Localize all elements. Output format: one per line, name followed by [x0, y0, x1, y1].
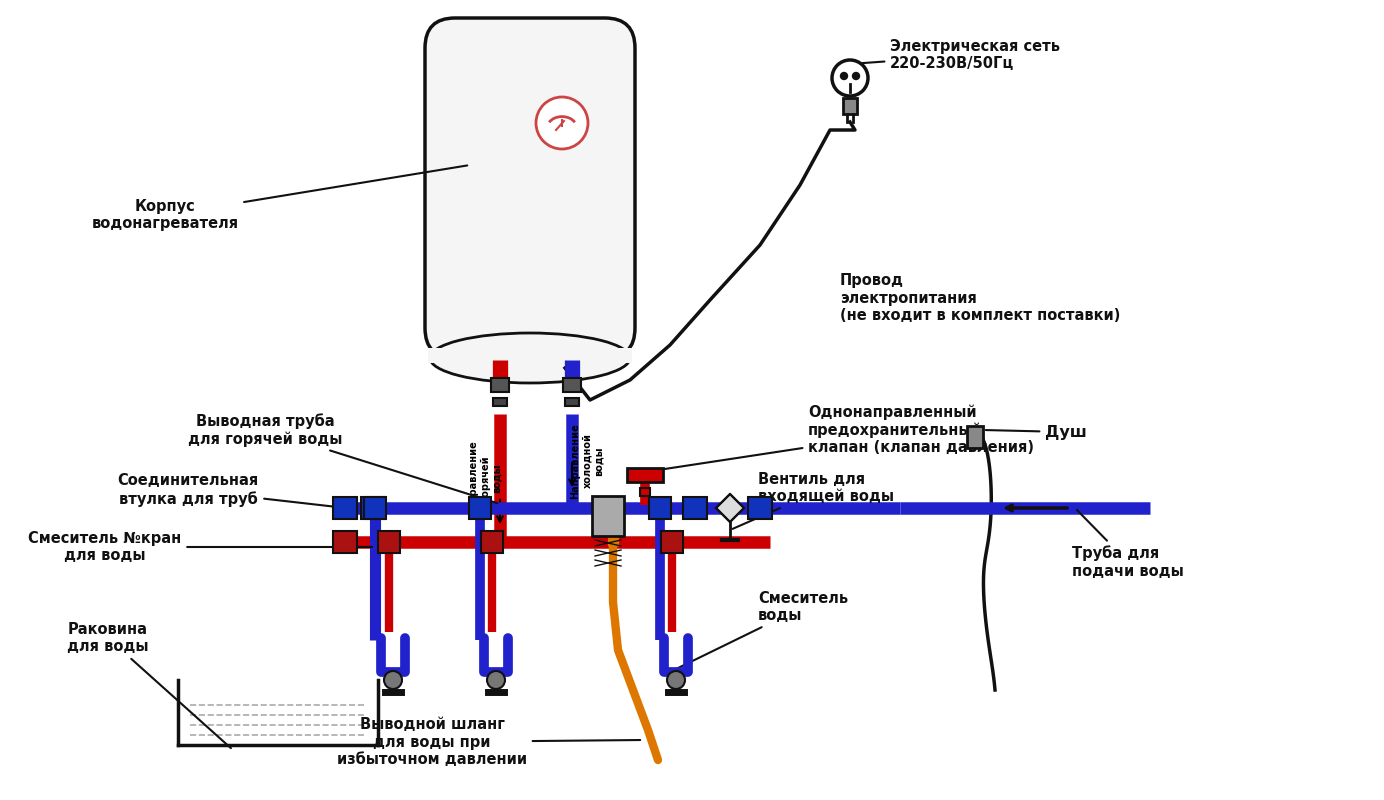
Bar [649, 497, 671, 519]
Circle shape [383, 671, 401, 689]
Circle shape [536, 97, 588, 149]
Text: Смеситель
воды: Смеситель воды [677, 590, 848, 669]
Text: Провод
электропитания
(не входит в комплект поставки): Провод электропитания (не входит в компл… [840, 273, 1121, 323]
Bar [428, 348, 632, 363]
Text: Выводной шланг
для воды при
избыточном давлении: Выводной шланг для воды при избыточном д… [336, 717, 641, 767]
Bar [843, 98, 857, 114]
Bar [967, 426, 983, 448]
Text: Однонаправленный
предохранительный
клапан (клапан давления): Однонаправленный предохранительный клапа… [648, 405, 1034, 471]
Text: Раковина
для воды: Раковина для воды [68, 622, 231, 748]
Text: Труба для
подачи воды: Труба для подачи воды [1073, 510, 1183, 578]
Bar [334, 531, 357, 553]
Circle shape [487, 671, 505, 689]
Polygon shape [716, 494, 745, 522]
Bar [682, 497, 707, 519]
Bar [563, 378, 581, 392]
Bar [662, 531, 682, 553]
Bar [364, 497, 386, 519]
Bar [361, 497, 385, 519]
Bar [469, 497, 491, 519]
Text: Смеситель №кран
для воды: Смеситель №кран для воды [29, 531, 372, 563]
Bar [334, 497, 357, 519]
Circle shape [667, 671, 685, 689]
Bar [482, 531, 502, 553]
Bar [493, 398, 507, 406]
Text: Вентиль для
входящей воды: Вентиль для входящей воды [732, 472, 894, 529]
Text: Корпус
водонагревателя: Корпус водонагревателя [91, 166, 468, 231]
Bar [491, 378, 509, 392]
Bar [565, 398, 579, 406]
Circle shape [531, 93, 592, 153]
Text: Душ: Душ [985, 425, 1086, 439]
Circle shape [853, 73, 859, 79]
Text: Соединительная
втулка для труб: Соединительная втулка для труб [118, 474, 343, 508]
Bar [639, 488, 650, 496]
Text: Электрическая сеть
220-230В/50Гц: Электрическая сеть 220-230В/50Гц [853, 38, 1060, 71]
FancyBboxPatch shape [425, 18, 635, 358]
Circle shape [832, 60, 868, 96]
Ellipse shape [430, 333, 630, 383]
Circle shape [840, 73, 847, 79]
Text: Выводная труба
для горячей воды: Выводная труба для горячей воды [188, 413, 497, 503]
Bar [747, 497, 772, 519]
Bar [592, 496, 624, 536]
Bar [627, 468, 663, 482]
Text: Направление
холодной
воды: Направление холодной воды [570, 423, 603, 499]
Text: Направление
горячей
воды: Направление горячей воды [468, 440, 501, 516]
Bar [378, 531, 400, 553]
